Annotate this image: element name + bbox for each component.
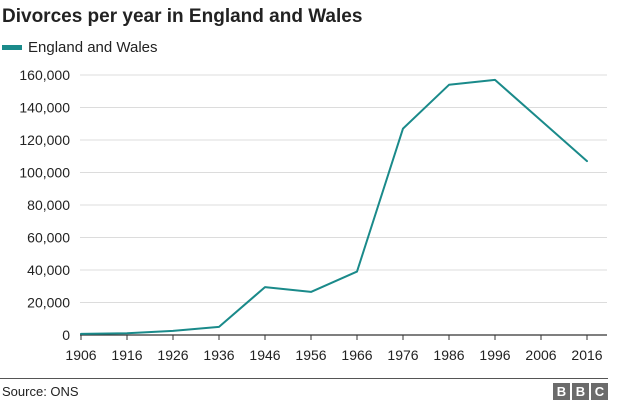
bbc-logo-letter-3: C <box>591 383 608 400</box>
y-tick-label: 60,000 <box>27 230 70 246</box>
data-point <box>448 84 450 86</box>
data-point <box>80 333 82 335</box>
y-tick-label: 120,000 <box>19 132 70 148</box>
x-tick-label: 1906 <box>65 347 96 363</box>
x-tick-label: 2006 <box>525 347 556 363</box>
data-point <box>494 79 496 81</box>
legend-swatch <box>2 44 22 50</box>
data-point <box>218 326 220 328</box>
data-point <box>172 330 174 332</box>
x-tick-label: 1956 <box>295 347 326 363</box>
data-point <box>540 120 542 122</box>
y-tick-label: 100,000 <box>19 165 70 181</box>
x-tick-label: 1946 <box>249 347 280 363</box>
x-tick-label: 1936 <box>203 347 234 363</box>
source-note: Source: ONS <box>2 384 79 399</box>
legend-label: England and Wales <box>28 38 158 56</box>
data-point <box>586 160 588 162</box>
line-chart: 0 20,000 40,000 60,000 80,000 100,000 120,000 1… <box>19 67 607 363</box>
x-tick-label: 1976 <box>387 347 418 363</box>
bbc-logo-letter-2: B <box>572 383 589 400</box>
series-line-1 <box>80 78 588 335</box>
y-tick-label: 140,000 <box>19 100 70 116</box>
chart-title: Divorces per year in England and Wales <box>2 6 363 27</box>
y-tick-label: 160,000 <box>19 67 70 83</box>
y-tick-label: 0 <box>62 327 70 343</box>
x-tick-label: 1996 <box>479 347 510 363</box>
bbc-logo-letter-1: B <box>553 383 570 400</box>
data-point <box>310 291 312 293</box>
x-tick-label: 1966 <box>341 347 372 363</box>
footer-divider <box>0 378 608 379</box>
x-tick-label: 1926 <box>157 347 188 363</box>
x-tick-label: 2016 <box>571 347 602 363</box>
bbc-logo: B B C <box>553 383 608 400</box>
y-tick-label: 80,000 <box>27 197 70 213</box>
legend: England and Wales <box>2 37 158 57</box>
data-point <box>264 286 266 288</box>
y-tick-label: 40,000 <box>27 262 70 278</box>
data-point <box>356 271 358 273</box>
data-point <box>402 128 404 130</box>
data-point <box>126 332 128 334</box>
x-tick-label: 1986 <box>433 347 464 363</box>
x-tick-label: 1916 <box>111 347 142 363</box>
y-tick-label: 20,000 <box>27 295 70 311</box>
